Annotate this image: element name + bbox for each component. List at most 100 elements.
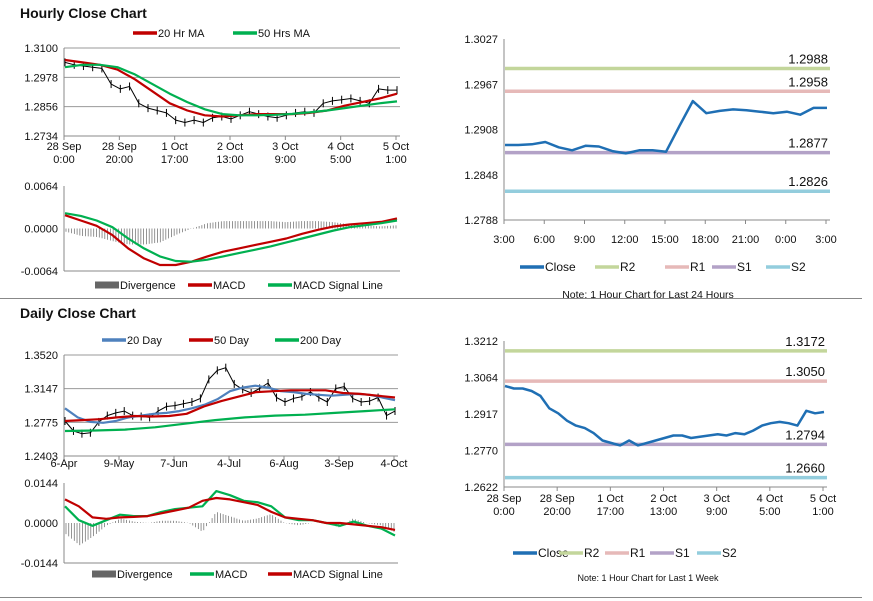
series-20-hr-ma (64, 58, 398, 118)
x-tick-label: 1:00 (812, 506, 833, 518)
x-tick-label: 13:00 (216, 154, 244, 166)
legend-label: 20 Day (127, 335, 162, 347)
x-tick-label: 18:00 (691, 234, 719, 246)
x-tick-label: 21:00 (732, 234, 760, 246)
x-tick-label: 17:00 (597, 506, 625, 518)
chart-note: Note: 1 Hour Chart for Last 24 Hours (562, 289, 734, 301)
level-label-r2: 1.3172 (785, 334, 825, 349)
level-label-r1: 1.2958 (788, 74, 828, 89)
x-tick-label: 5 Oct (383, 141, 409, 153)
legend-label: R1 (630, 546, 646, 560)
x-tick-label: 6-Aug (269, 458, 298, 470)
series-close (504, 384, 825, 447)
x-tick-label: 0:00 (493, 506, 514, 518)
hourly-chart-title: Hourly Close Chart (20, 5, 147, 21)
y-tick-label: 1.3147 (24, 384, 58, 396)
legend-label: Divergence (117, 569, 173, 581)
series-macd (64, 490, 396, 537)
x-tick-label: 9:00 (574, 234, 595, 246)
y-tick-label: 1.3212 (464, 336, 498, 348)
daily-chart-title: Daily Close Chart (20, 305, 136, 321)
x-tick-label: 9-May (104, 458, 135, 470)
series-close (505, 99, 827, 155)
y-tick-label: 1.2967 (464, 79, 498, 91)
level-label-s1: 1.2877 (788, 136, 828, 151)
level-label-s2: 1.2826 (788, 174, 828, 189)
x-tick-label: 4 Oct (328, 141, 354, 153)
x-tick-label: 5:00 (330, 154, 351, 166)
legend-label: S2 (791, 260, 806, 274)
x-tick-label: 28 Sep (487, 493, 522, 505)
y-tick-label: 1.2770 (464, 446, 498, 458)
series-200-day (64, 408, 396, 433)
x-tick-label: 6:00 (534, 234, 555, 246)
x-tick-label: 20:00 (106, 154, 134, 166)
y-tick-label: 1.3520 (24, 350, 58, 362)
x-tick-label: 4-Jul (217, 458, 241, 470)
legend-label: MACD (215, 569, 247, 581)
x-tick-label: 1:00 (385, 154, 406, 166)
y-tick-label: 1.2917 (464, 409, 498, 421)
level-label-r2: 1.2988 (788, 52, 828, 67)
x-tick-label: 1 Oct (597, 493, 623, 505)
y-tick-label: -0.0064 (21, 266, 58, 278)
x-tick-label: 13:00 (650, 506, 678, 518)
legend-label: R2 (620, 260, 636, 274)
x-tick-label: 5 Oct (810, 493, 836, 505)
series-close (64, 367, 396, 435)
y-tick-label: 1.3027 (464, 34, 498, 46)
x-tick-label: 6-Apr (51, 458, 78, 470)
x-tick-label: 1 Oct (162, 141, 188, 153)
x-tick-label: 2 Oct (650, 493, 676, 505)
legend-label: S2 (722, 546, 737, 560)
legend-label: S1 (737, 260, 752, 274)
legend-label: Divergence (120, 280, 176, 292)
y-tick-label: 1.3064 (464, 373, 498, 385)
series-50-hrs-ma (64, 63, 398, 117)
legend-label: MACD Signal Line (293, 569, 383, 581)
y-tick-label: 1.2856 (24, 102, 58, 114)
y-tick-label: 0.0000 (24, 224, 58, 236)
x-tick-label: 12:00 (611, 234, 639, 246)
x-tick-label: 9:00 (706, 506, 727, 518)
series-20-day (64, 384, 396, 424)
x-tick-label: 3 Oct (704, 493, 730, 505)
x-tick-label: 5:00 (759, 506, 780, 518)
x-tick-label: 0:00 (775, 234, 796, 246)
legend-label: R2 (584, 546, 600, 560)
legend-label: MACD Signal Line (293, 280, 383, 292)
y-tick-label: -0.0144 (21, 558, 58, 570)
series-close (64, 61, 397, 123)
y-tick-label: 1.2978 (24, 72, 58, 84)
x-tick-label: 0:00 (53, 154, 74, 166)
x-tick-label: 28 Sep (540, 493, 575, 505)
chart-note: Note: 1 Hour Chart for Last 1 Week (578, 573, 719, 583)
x-tick-label: 17:00 (161, 154, 189, 166)
x-tick-label: 7-Jun (160, 458, 188, 470)
y-tick-label: 1.2908 (464, 125, 498, 137)
x-tick-label: 20:00 (543, 506, 571, 518)
x-tick-label: 15:00 (651, 234, 679, 246)
y-tick-label: 1.2622 (464, 482, 498, 494)
legend-label: 200 Day (300, 335, 341, 347)
x-tick-label: 3-Sep (324, 458, 353, 470)
y-tick-label: 1.3100 (24, 43, 58, 55)
x-tick-label: 4 Oct (757, 493, 783, 505)
y-tick-label: 1.2734 (24, 131, 58, 143)
series-macd-signal-line (64, 496, 396, 531)
series-50-day (64, 389, 396, 423)
legend-label: Close (545, 260, 576, 274)
series-macd-signal-line (64, 212, 398, 263)
section-divider (0, 298, 862, 299)
x-tick-label: 2 Oct (217, 141, 243, 153)
level-label-s2: 1.2660 (785, 461, 825, 476)
legend-label: Close (538, 546, 569, 560)
legend-label: 50 Day (214, 335, 249, 347)
bottom-divider (0, 597, 862, 598)
x-tick-label: 3:00 (815, 234, 836, 246)
legend-label: MACD (213, 280, 245, 292)
legend-label: R1 (690, 260, 706, 274)
y-tick-label: 1.2788 (464, 215, 498, 227)
y-tick-label: 0.0064 (24, 181, 58, 193)
